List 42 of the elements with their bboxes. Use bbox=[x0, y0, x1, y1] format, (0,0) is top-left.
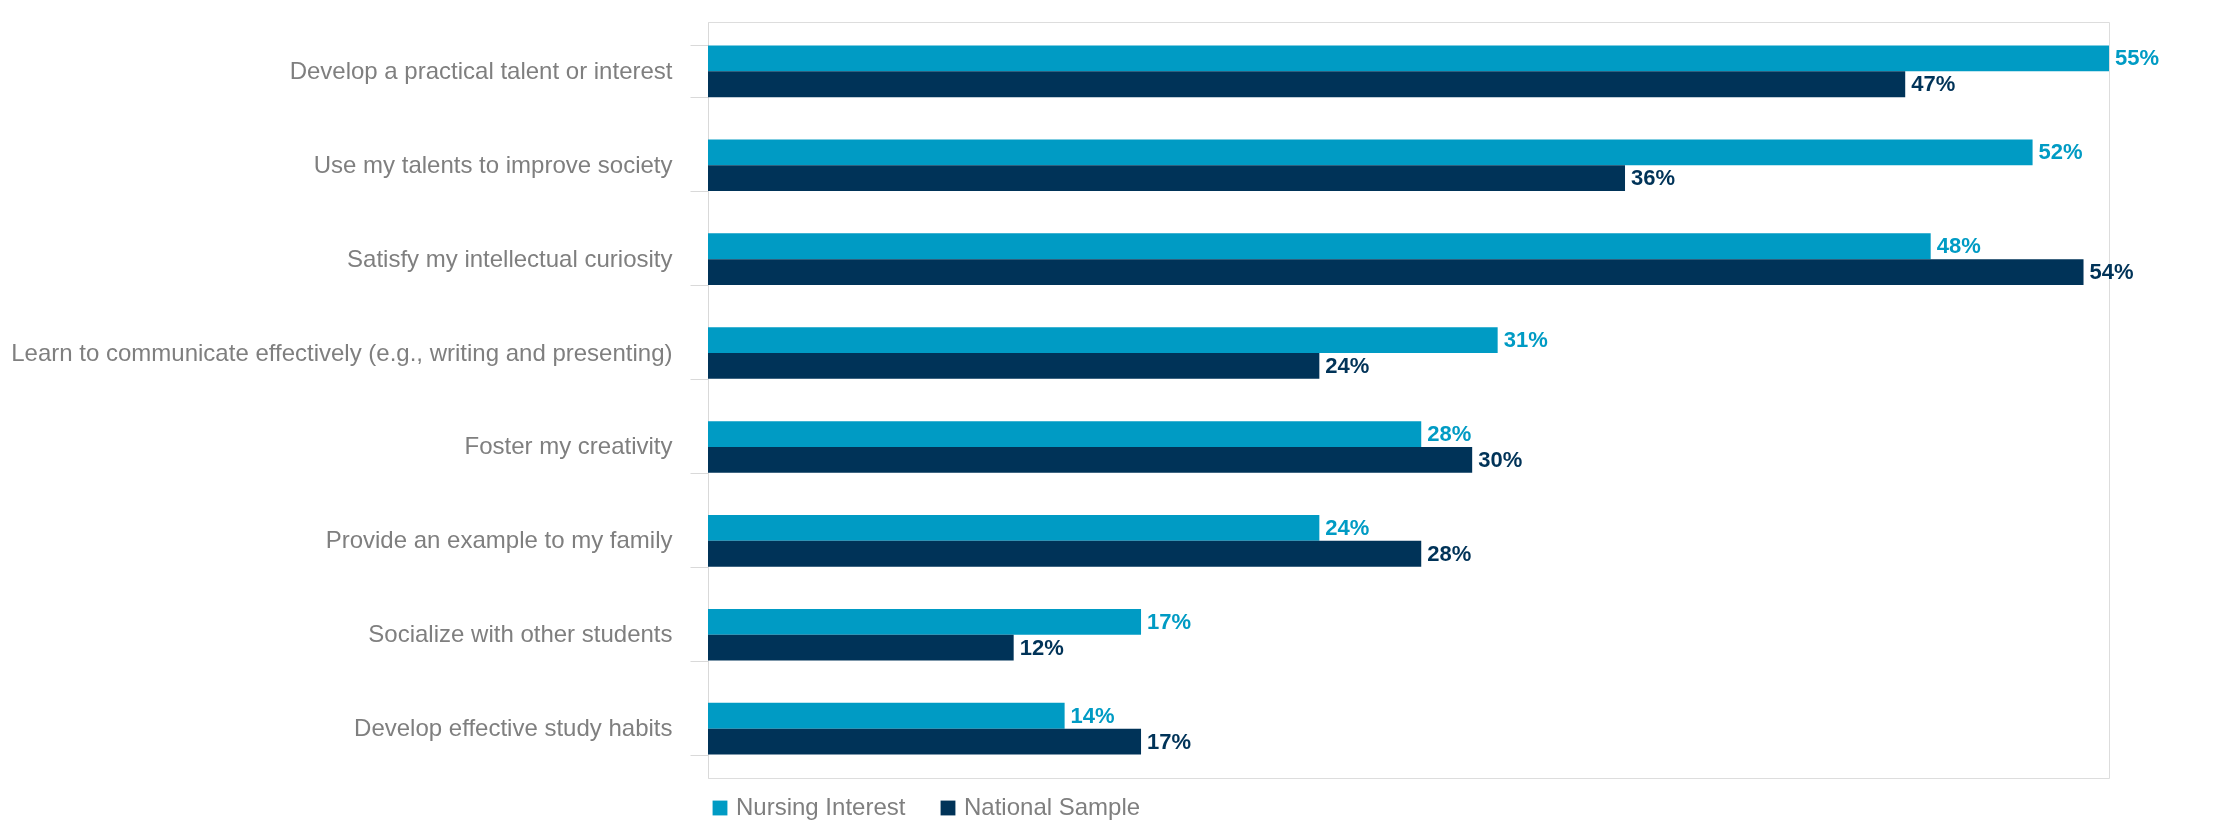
legend-label: Nursing Interest bbox=[736, 793, 906, 820]
y-tick-label: Learn to communicate effectively (e.g., writing and presenting) bbox=[11, 338, 673, 366]
bar bbox=[708, 327, 1498, 354]
bar bbox=[708, 353, 1320, 379]
bar bbox=[708, 446, 1473, 473]
y-tick-label: Provide an example to my family bbox=[325, 526, 673, 554]
bar bbox=[708, 702, 1065, 729]
data-label: 54% bbox=[2089, 259, 2134, 285]
y-tick-label: Socialize with other students bbox=[368, 620, 673, 648]
bar bbox=[708, 421, 1422, 447]
y-tick-label: Develop a practical talent or interest bbox=[289, 56, 673, 84]
bar bbox=[708, 259, 2084, 285]
bar bbox=[708, 634, 1014, 661]
data-label: 17% bbox=[1147, 728, 1192, 754]
data-label: 55% bbox=[2115, 45, 2160, 71]
y-tick-label: Develop effective study habits bbox=[354, 714, 673, 742]
data-label: 48% bbox=[1936, 233, 1981, 259]
bar bbox=[708, 71, 1906, 98]
data-label: 28% bbox=[1427, 421, 1472, 447]
data-label: 47% bbox=[1911, 71, 1956, 97]
data-label: 30% bbox=[1478, 446, 1523, 472]
bar bbox=[708, 45, 2109, 72]
legend-label: National Sample bbox=[964, 793, 1141, 820]
bar bbox=[708, 515, 1320, 541]
bar bbox=[708, 139, 2033, 166]
data-label: 36% bbox=[1631, 165, 1676, 191]
bar bbox=[708, 728, 1142, 755]
bar bbox=[708, 165, 1626, 192]
data-label: 31% bbox=[1503, 327, 1548, 353]
data-label: 24% bbox=[1325, 352, 1370, 378]
y-tick-label: Use my talents to improve society bbox=[313, 150, 673, 178]
data-label: 52% bbox=[2038, 139, 2083, 165]
data-label: 14% bbox=[1070, 702, 1115, 728]
y-tick-label: Satisfy my intellectual curiosity bbox=[347, 244, 673, 272]
data-label: 17% bbox=[1147, 608, 1192, 634]
bar bbox=[708, 540, 1422, 567]
data-label: 24% bbox=[1325, 514, 1370, 540]
data-label: 12% bbox=[1019, 634, 1064, 660]
data-label: 28% bbox=[1427, 540, 1472, 566]
y-tick-label: Foster my creativity bbox=[464, 432, 673, 460]
bar bbox=[708, 608, 1142, 635]
bar bbox=[708, 233, 1931, 260]
